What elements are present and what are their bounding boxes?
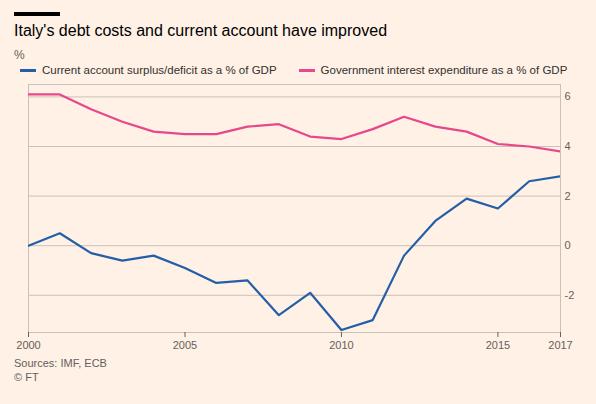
html-text:© FT: © FT <box>14 371 39 383</box>
svg-text:-2: -2 <box>565 289 575 301</box>
html-text:Sources: IMF, ECB: Sources: IMF, ECB <box>14 357 107 369</box>
svg-text:2010: 2010 <box>329 339 353 351</box>
svg-text:2015: 2015 <box>486 339 510 351</box>
svg-text:4: 4 <box>565 140 571 152</box>
svg-text:2000: 2000 <box>16 339 40 351</box>
svg-text:6: 6 <box>565 90 571 102</box>
svg-text:2005: 2005 <box>173 339 197 351</box>
html-text:Current account surplus/defici: Current account surplus/deficit as a % o… <box>42 64 277 76</box>
svg-text:2: 2 <box>565 190 571 202</box>
svg-text:2017: 2017 <box>548 339 572 351</box>
html-text:Government interest expenditur: Government interest expenditure as a % o… <box>320 64 568 76</box>
svg-text:0: 0 <box>565 239 571 251</box>
html-text:Italy's debt costs and current: Italy's debt costs and current account h… <box>14 22 387 39</box>
